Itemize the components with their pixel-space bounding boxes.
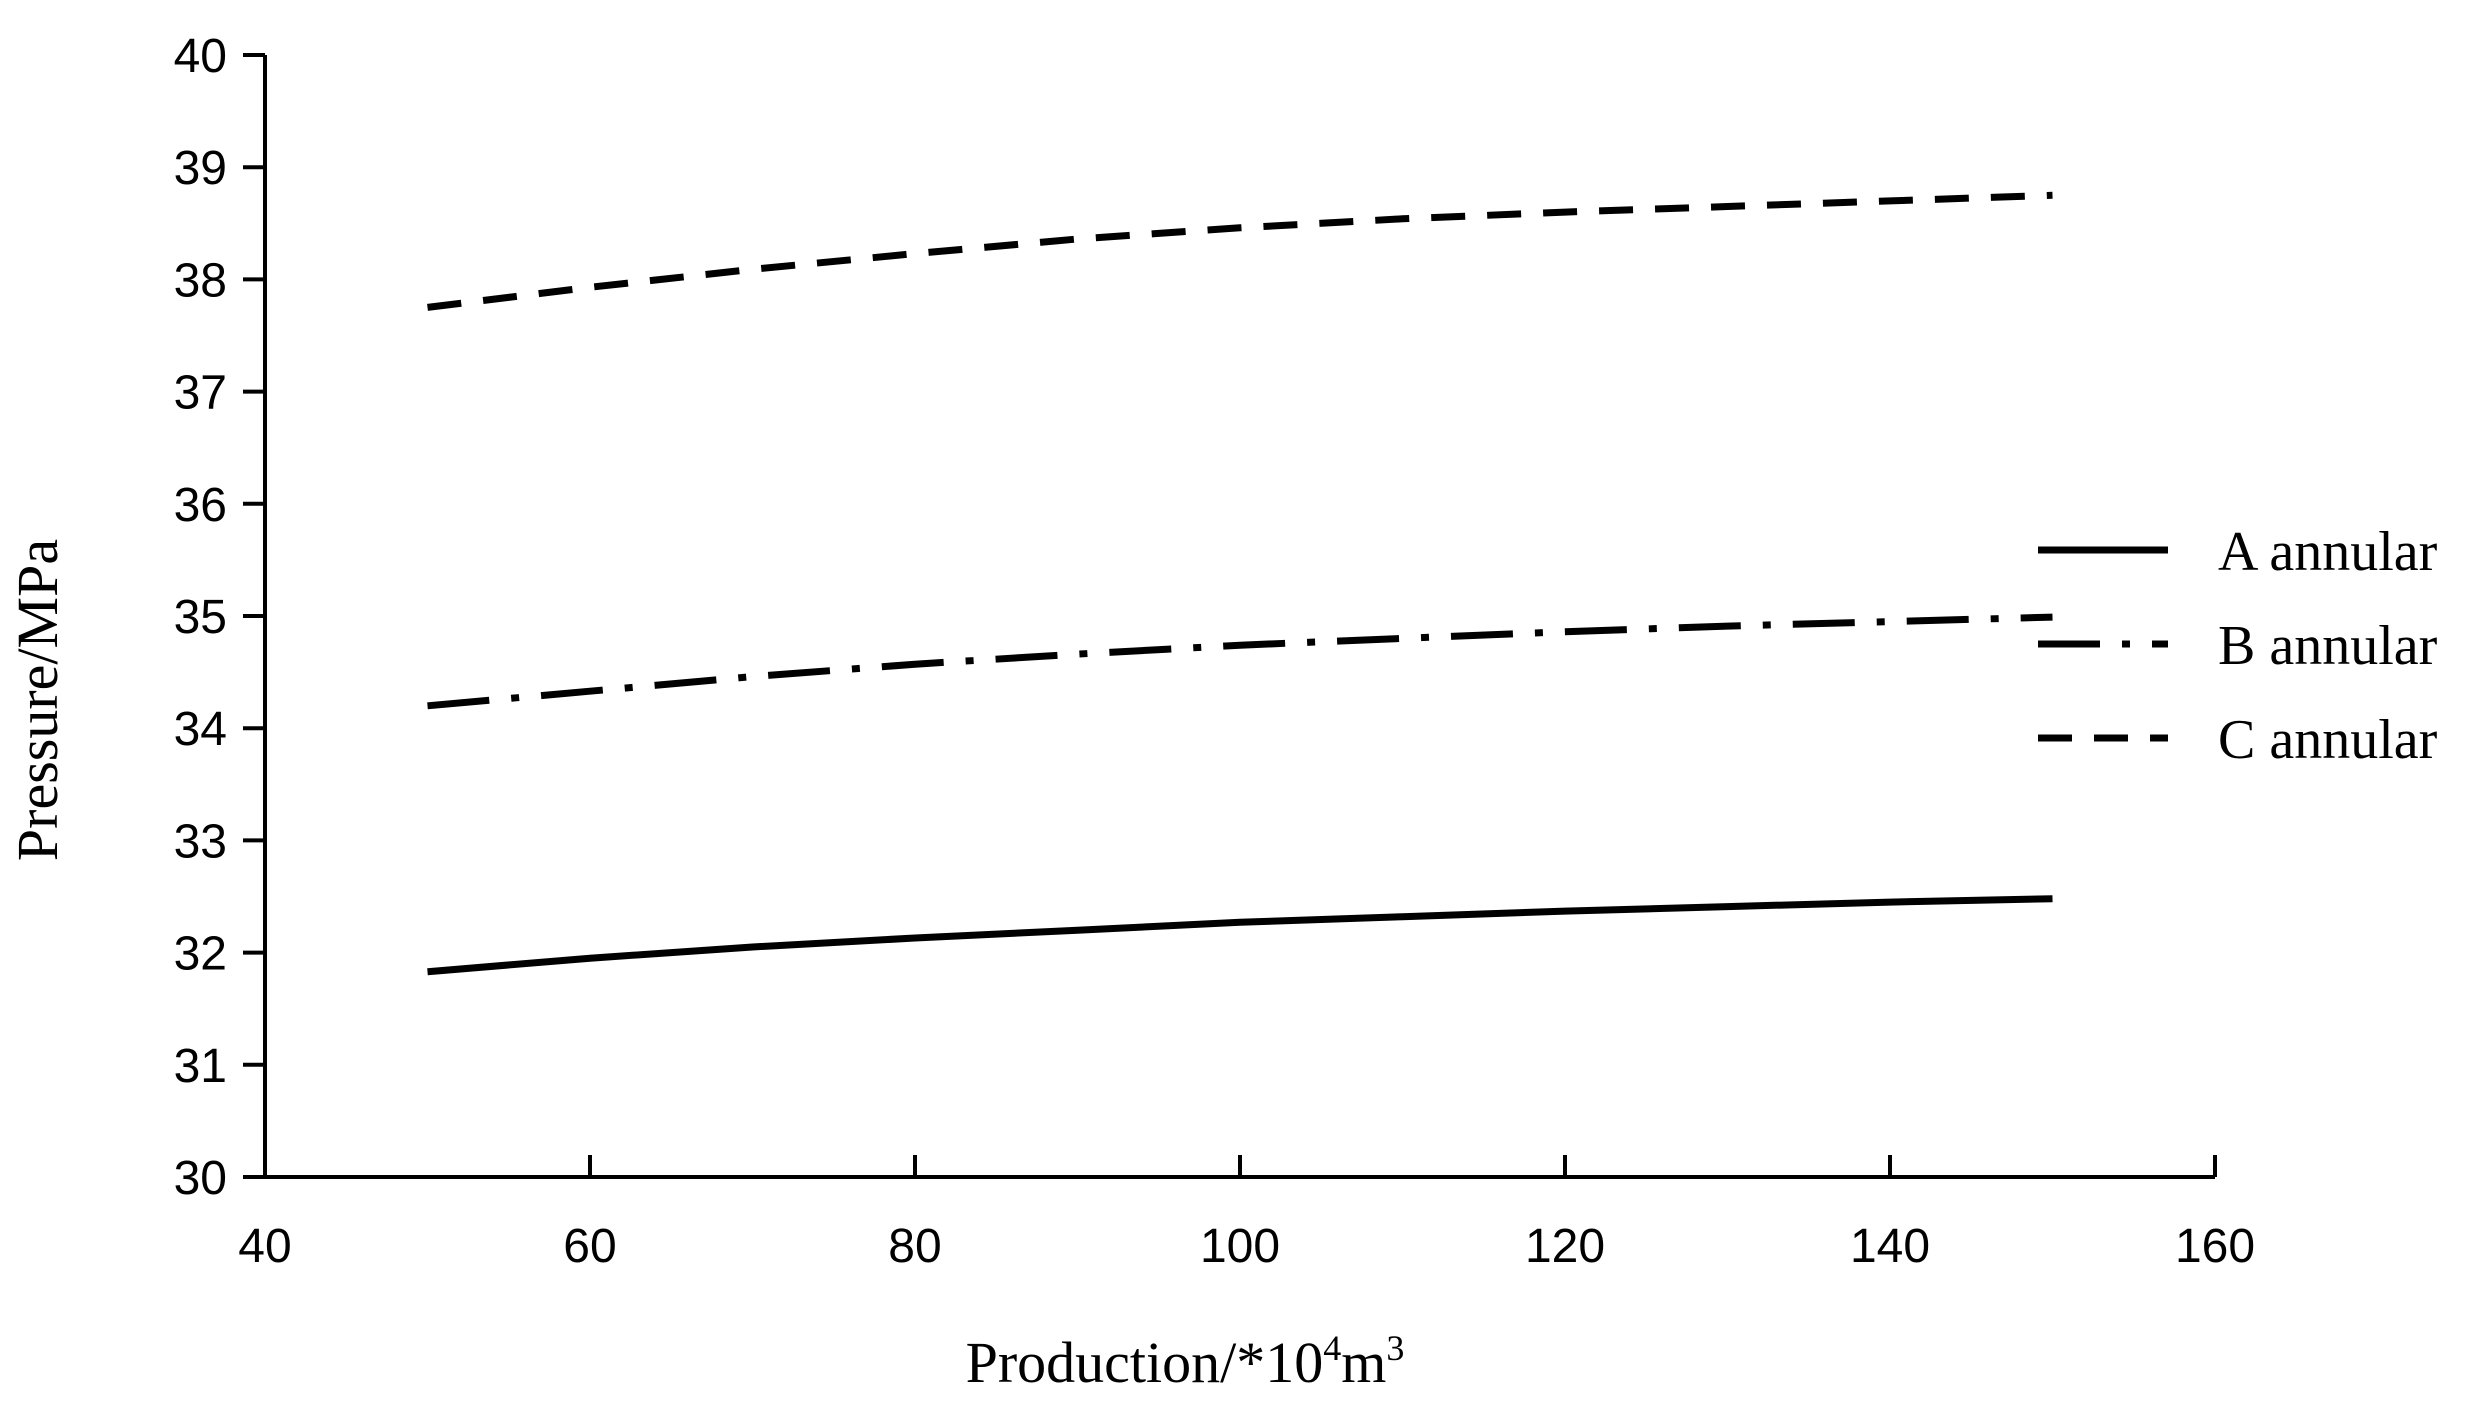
x-tick-label: 60	[563, 1220, 616, 1273]
x-axis-title-base: Production/*10	[966, 1330, 1324, 1395]
x-tick-label: 140	[1850, 1220, 1930, 1273]
y-tick-label: 40	[174, 30, 227, 83]
series-lines	[427, 191, 2053, 976]
legend-label: B annular	[2218, 615, 2438, 677]
x-tick-label: 40	[238, 1220, 291, 1273]
y-tick-label: 39	[174, 142, 227, 195]
legend-label: A annular	[2218, 521, 2438, 583]
y-axis-ticks: 30 31 32 33 34 35 36 37 38 39 40	[174, 30, 265, 1205]
x-tick-label: 160	[2175, 1220, 2255, 1273]
legend: A annular B annular C annular	[2038, 521, 2438, 771]
y-tick-label: 34	[174, 703, 227, 756]
y-tick-label: 33	[174, 815, 227, 868]
x-axis-title-unit: m	[1341, 1330, 1386, 1395]
y-tick-label: 35	[174, 591, 227, 644]
legend-label: C annular	[2218, 709, 2438, 771]
y-tick-label: 36	[174, 479, 227, 532]
x-tick-label: 120	[1525, 1220, 1605, 1273]
y-tick-label: 32	[174, 928, 227, 981]
y-tick-label: 30	[174, 1152, 227, 1205]
series-line-1	[427, 613, 2053, 710]
x-axis-title-sup1: 4	[1323, 1328, 1341, 1368]
y-tick-label: 38	[174, 254, 227, 307]
axes	[263, 55, 2215, 1179]
x-axis-title: Production/*104m3	[966, 1328, 1405, 1395]
series-line-0	[427, 895, 2053, 976]
x-tick-label: 100	[1200, 1220, 1280, 1273]
series-line-2	[427, 191, 2053, 311]
y-tick-label: 31	[174, 1040, 227, 1093]
x-axis-title-sup2: 3	[1386, 1328, 1404, 1368]
y-axis-title: Pressure/MPa	[5, 539, 70, 861]
y-tick-label: 37	[174, 367, 227, 420]
x-axis-ticks: 40 60 80 100 120 140 160	[238, 1155, 2255, 1273]
x-tick-label: 80	[888, 1220, 941, 1273]
